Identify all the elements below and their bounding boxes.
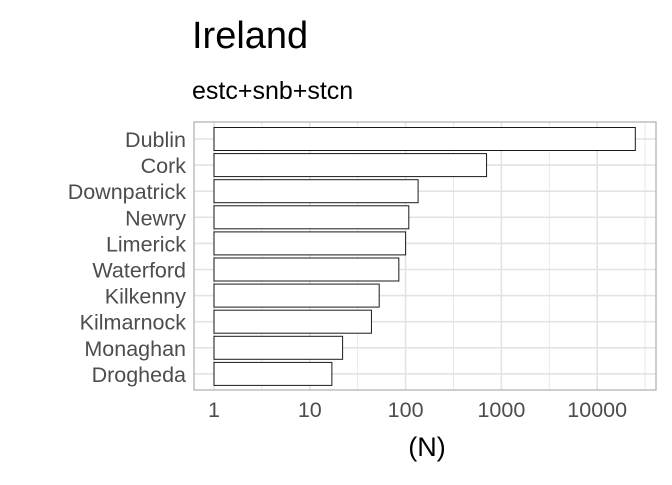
x-tick-label-10000: 10000 xyxy=(567,398,627,422)
bar-drogheda xyxy=(213,361,333,386)
x-axis-label: (N) xyxy=(408,432,445,462)
y-tick-label-downpatrick: Downpatrick xyxy=(68,180,187,204)
y-tick-label-drogheda: Drogheda xyxy=(92,363,186,387)
bar-waterford xyxy=(213,257,400,282)
plot-panel-border xyxy=(193,121,657,391)
x-tick-label-1: 1 xyxy=(208,398,220,422)
y-tick-label-cork: Cork xyxy=(141,154,187,178)
y-tick-label-kilmarnock: Kilmarnock xyxy=(80,311,187,335)
chart-title: Ireland xyxy=(192,15,308,57)
bars xyxy=(213,127,636,386)
bar-monaghan xyxy=(213,335,344,360)
bar-cork xyxy=(213,153,488,178)
chart-subtitle: estc+snb+stcn xyxy=(192,77,353,105)
y-tick-label-monaghan: Monaghan xyxy=(84,337,186,361)
x-tick-label-100: 100 xyxy=(388,398,424,422)
y-tick-label-waterford: Waterford xyxy=(92,259,186,283)
bar-limerick xyxy=(213,231,407,256)
y-tick-label-limerick: Limerick xyxy=(106,232,186,256)
y-tick-label-dublin: Dublin xyxy=(125,128,186,152)
bar-dublin xyxy=(213,127,636,151)
x-tick-label-1000: 1000 xyxy=(477,398,525,422)
x-axis-ticks: 1 10 100 1000 10000 xyxy=(208,398,627,422)
bar-downpatrick xyxy=(213,179,419,204)
bar-kilmarnock xyxy=(213,309,372,334)
x-tick-label-10: 10 xyxy=(298,398,322,422)
y-tick-label-newry: Newry xyxy=(125,206,186,230)
bar-kilkenny xyxy=(213,283,380,308)
y-tick-label-kilkenny: Kilkenny xyxy=(105,285,187,309)
bar-newry xyxy=(213,205,410,230)
